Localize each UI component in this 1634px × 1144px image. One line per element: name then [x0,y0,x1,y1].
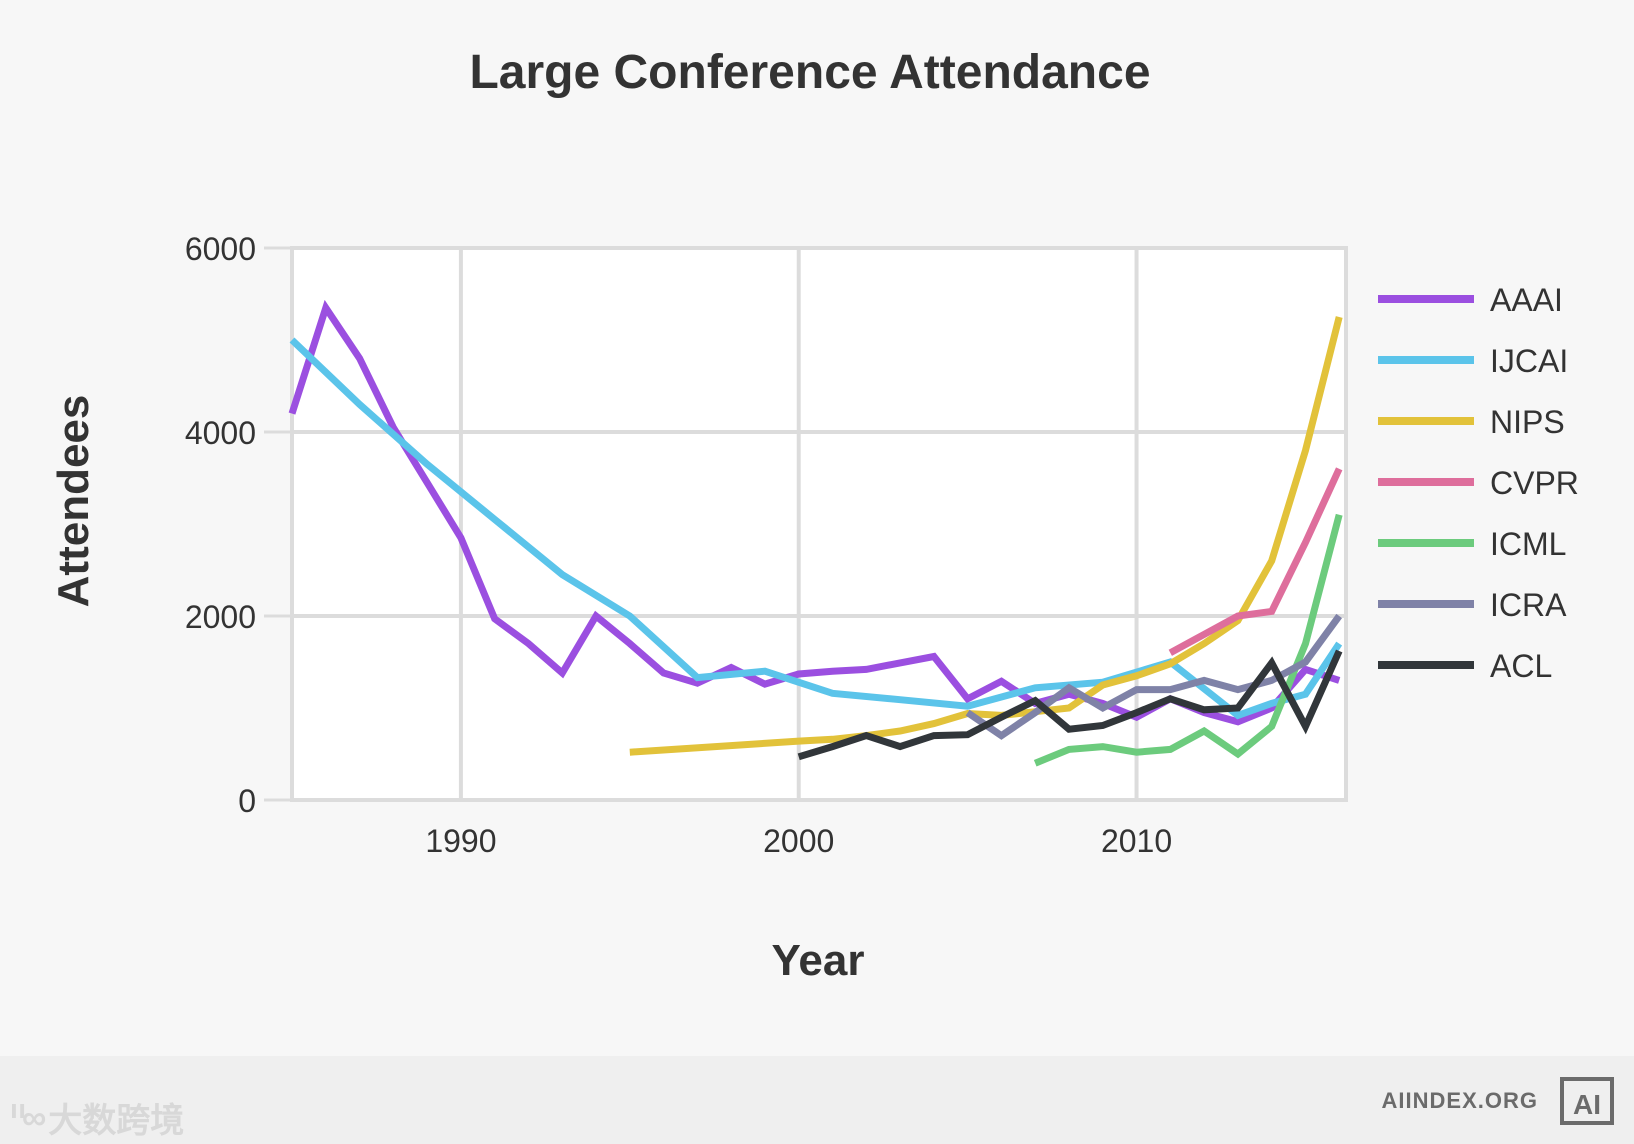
brand-text[interactable]: AIINDEX.ORG [1381,1088,1538,1113]
y-tick-label: 4000 [185,415,256,451]
legend-label-cvpr: CVPR [1490,465,1579,501]
plot-frame [290,246,1348,802]
footer-bar [0,1056,1634,1144]
chart-title: Large Conference Attendance [469,46,1150,99]
axis-ticks: 0 2000 4000 6000 1990 2000 2010 [185,231,1172,859]
legend-label-aaai: AAAI [1490,282,1563,318]
legend-label-ijcai: IJCAI [1490,343,1568,379]
series-line-acl [797,649,1343,761]
gridlines [292,248,1346,800]
legend-label-nips: NIPS [1490,404,1565,440]
legend: AAAI IJCAI NIPS CVPR ICML ICRA ACL [1378,282,1579,684]
legend-label-acl: ACL [1490,648,1552,684]
x-tick-label: 2010 [1101,823,1172,859]
brand-logo-icon: AI [1560,1077,1614,1125]
x-axis-label: Year [772,936,865,985]
series-line-icml [1033,513,1343,767]
y-tick-label: 0 [238,783,256,819]
line-chart: Large Conference Attendance 0 2000 4000 600… [49,46,1579,985]
x-tick-label: 2000 [763,823,834,859]
y-axis-label: Attendees [49,395,98,608]
watermark: ᐦ∞ 大数跨境 [10,1093,184,1142]
watermark-logo-icon: ᐦ∞ [10,1098,46,1137]
legend-label-icra: ICRA [1490,587,1567,623]
series-line-ijcai [289,337,1343,720]
brand[interactable]: AIINDEX.ORG AI [1382,1077,1614,1125]
x-tick-label: 1990 [425,823,496,859]
plot-area [290,246,1348,802]
series-lines [288,299,1343,767]
watermark-text: 大数跨境 [48,1102,185,1140]
y-tick-label: 2000 [185,599,256,635]
series-line-cvpr [1168,467,1343,656]
legend-label-icml: ICML [1490,526,1566,562]
y-tick-label: 6000 [185,231,256,267]
